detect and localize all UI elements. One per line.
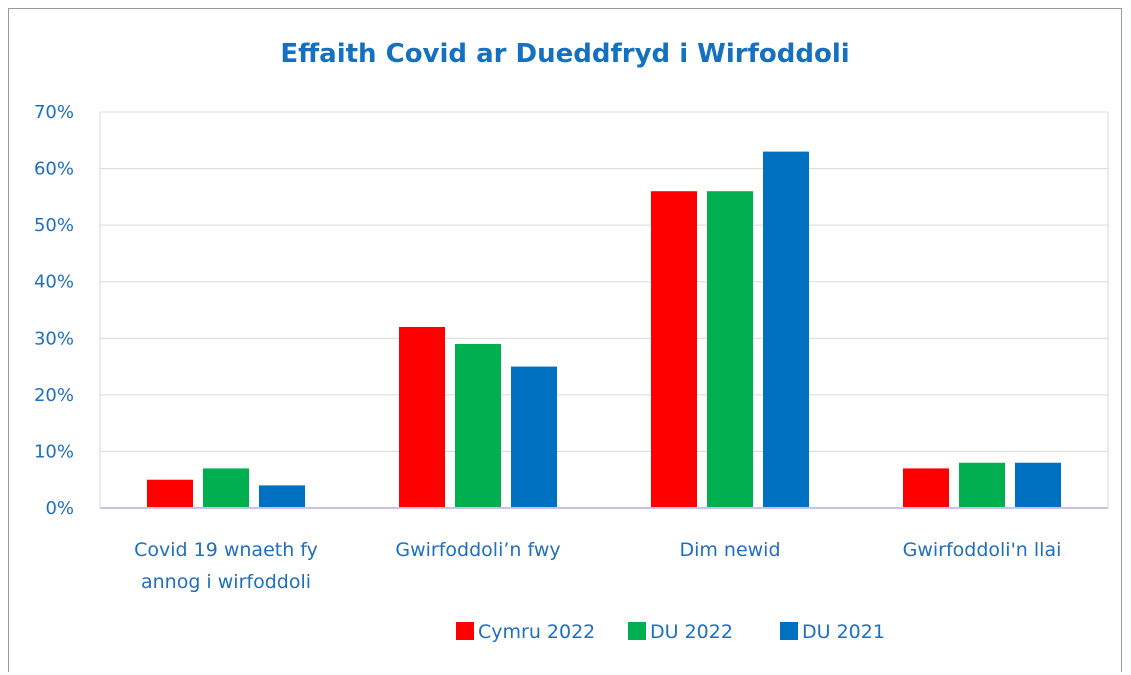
bar: [511, 366, 557, 508]
y-tick-label: 60%: [34, 159, 74, 180]
bar: [203, 468, 249, 508]
bar: [399, 326, 445, 508]
y-tick-label: 70%: [34, 102, 74, 123]
bar: [707, 191, 753, 508]
x-category-label: annog i wirfoddoli: [141, 571, 311, 593]
gridlines: [99, 111, 1109, 508]
legend-swatch: [780, 622, 798, 640]
x-category-label: Gwirfoddoli’n fwy: [395, 539, 560, 561]
legend-label: DU 2021: [802, 621, 885, 643]
chart-frame: [8, 8, 1122, 672]
legend-label: Cymru 2022: [478, 621, 595, 643]
x-category-label: Dim newid: [679, 539, 780, 561]
x-category-label: Gwirfoddoli'n llai: [903, 539, 1062, 561]
bar: [903, 468, 949, 508]
legend: Cymru 2022 DU 2022 DU 2021: [456, 621, 885, 643]
x-category-label: Covid 19 wnaeth fy: [134, 539, 318, 561]
legend-swatch: [628, 622, 646, 640]
bar: [959, 462, 1005, 508]
y-tick-label: 10%: [34, 441, 74, 462]
legend-swatch: [456, 622, 474, 640]
y-tick-label: 40%: [34, 272, 74, 293]
bars: [147, 151, 1061, 508]
x-axis-categories: Covid 19 wnaeth fy annog i wirfoddoli Gwir…: [134, 539, 1061, 593]
bar: [1015, 462, 1061, 508]
y-tick-label: 20%: [34, 385, 74, 406]
y-tick-label: 0%: [45, 498, 74, 519]
y-tick-label: 30%: [34, 328, 74, 349]
bar: [147, 479, 193, 508]
bar: [651, 191, 697, 508]
bar: [259, 485, 305, 508]
y-axis-ticks: 0% 10% 20% 30% 40% 50% 60% 70%: [34, 102, 74, 519]
legend-label: DU 2022: [650, 621, 733, 643]
chart-title: Effaith Covid ar Dueddfryd i Wirfoddoli: [280, 39, 849, 69]
bar: [455, 343, 501, 508]
bar: [763, 151, 809, 508]
y-tick-label: 50%: [34, 215, 74, 236]
